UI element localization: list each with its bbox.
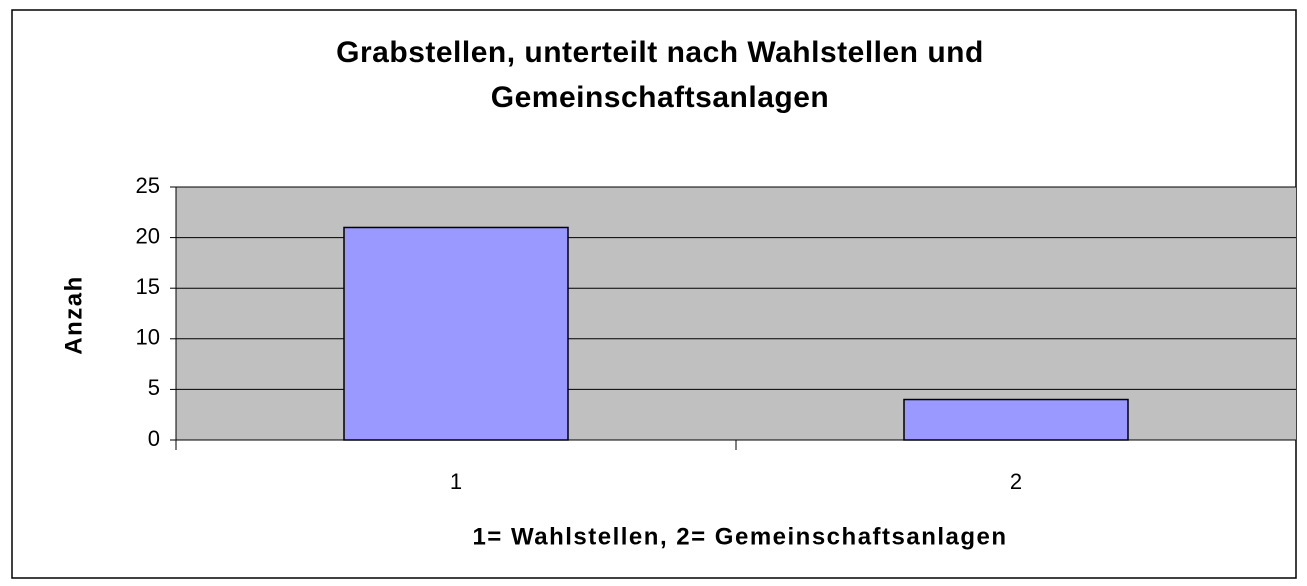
y-tick-label: 10 <box>136 325 160 350</box>
y-tick-label: 25 <box>136 173 160 198</box>
x-tick-label: 1 <box>450 469 462 494</box>
bar <box>903 398 1129 441</box>
bar <box>343 226 569 441</box>
y-tick-label: 20 <box>136 223 160 248</box>
chart-title: Grabstellen, unterteilt nach Wahlstellen… <box>336 36 984 114</box>
x-tick-label: 2 <box>1010 469 1022 494</box>
y-tick-label: 15 <box>136 274 160 299</box>
y-axis-label: Anzah <box>60 275 87 355</box>
x-axis-label: 1= Wahlstellen, 2= Gemeinschaftsanlagen <box>472 523 1007 550</box>
y-tick-label: 5 <box>148 375 160 400</box>
y-tick-label: 0 <box>148 426 160 451</box>
